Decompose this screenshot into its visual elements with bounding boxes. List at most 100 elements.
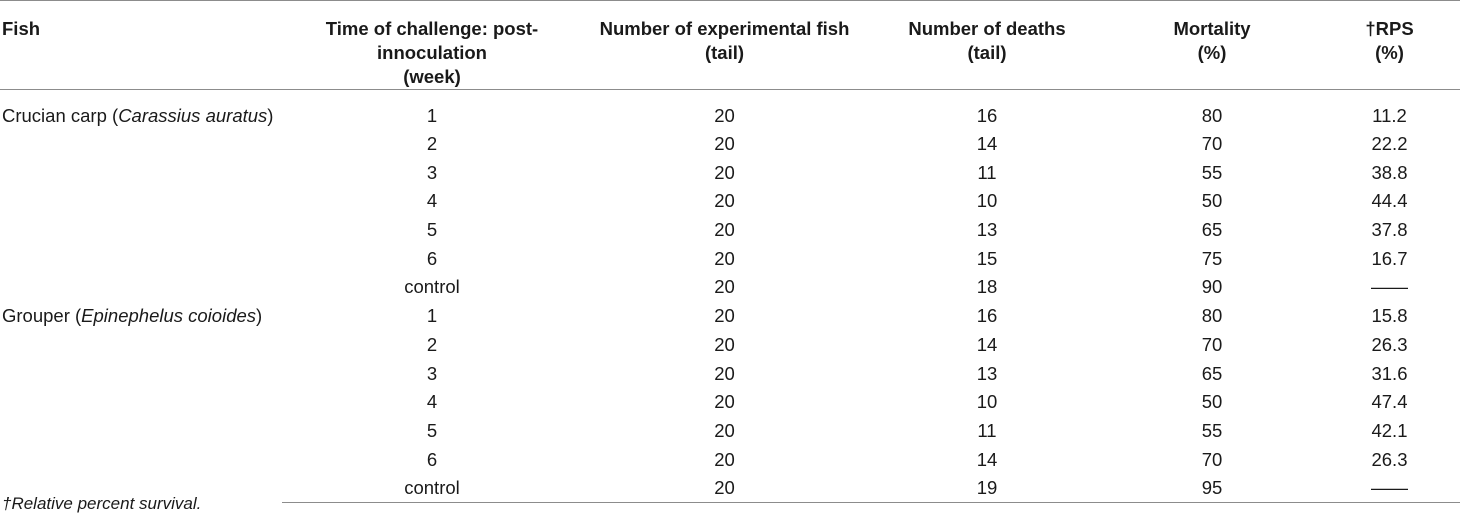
cell-deaths: 19	[867, 474, 1107, 504]
header-deaths-line1: Number of deaths	[908, 18, 1066, 39]
table-row: 2 20 14 70 26.3	[0, 331, 1460, 360]
header-rps-line2: (%)	[1375, 42, 1404, 63]
table-row: 6 20 15 75 16.7	[0, 245, 1460, 274]
header-rps-line1: †RPS	[1365, 18, 1414, 39]
cell-deaths: 14	[976, 333, 998, 355]
header-rps: †RPS (%)	[1317, 0, 1460, 90]
header-mortality-line2: (%)	[1197, 42, 1227, 63]
cell-time: 1	[426, 305, 438, 327]
cell-mortality: 70	[1201, 448, 1223, 470]
header-mortality-line1: Mortality	[1173, 18, 1251, 39]
cell-time: 5	[426, 419, 438, 441]
cell-experimental-fish: 20	[714, 333, 735, 355]
header-experimental-fish: Number of experimental fish (tail)	[582, 0, 867, 90]
header-time-of-challenge: Time of challenge: post-innoculation (we…	[282, 0, 582, 90]
cell-deaths: 16	[976, 105, 998, 126]
cell-rps: 26.3	[1371, 448, 1408, 470]
cell-rps: ——	[1317, 474, 1460, 504]
table-header: Fish Time of challenge: post-innoculatio…	[0, 0, 1460, 90]
fish-challenge-table: Fish Time of challenge: post-innoculatio…	[0, 0, 1460, 504]
header-deaths: Number of deaths (tail)	[867, 0, 1107, 90]
table-body: Crucian carp (Carassius auratus) 1 20 16 80 1…	[0, 90, 1460, 504]
cell-deaths: 11	[977, 161, 997, 183]
header-experimental-line2: (tail)	[704, 42, 745, 63]
table-row: control 20 19 95 ——	[0, 474, 1460, 504]
table-row: Grouper (Epinephelus coioides) 1 20 16 80 15.…	[0, 302, 1460, 331]
data-table-container: Fish Time of challenge: post-innoculatio…	[0, 0, 1460, 504]
cell-deaths: 15	[976, 247, 998, 269]
cell-time: 4	[426, 391, 438, 413]
cell-rps: 26.3	[1371, 333, 1408, 355]
cell-experimental-fish: 20	[714, 219, 735, 241]
table-row: 4 20 10 50 44.4	[0, 187, 1460, 216]
header-deaths-line2: (tail)	[967, 42, 1007, 63]
cell-mortality: 75	[1201, 247, 1223, 269]
cell-experimental-fish: 20	[714, 161, 735, 183]
cell-mortality: 95	[1107, 474, 1317, 504]
cell-experimental-fish: 20	[714, 190, 735, 212]
fish-name-suffix: )	[267, 105, 274, 126]
cell-deaths: 14	[976, 448, 998, 470]
cell-mortality: 90	[1201, 276, 1223, 298]
cell-time: 2	[426, 333, 438, 355]
cell-mortality: 80	[1201, 305, 1223, 327]
cell-mortality: 65	[1201, 362, 1223, 384]
cell-deaths: 18	[976, 276, 998, 298]
cell-deaths: 16	[976, 305, 998, 327]
fish-scientific-name: Epinephelus coioides	[81, 305, 257, 327]
cell-time: 6	[426, 247, 438, 269]
cell-mortality: 80	[1201, 105, 1223, 126]
cell-mortality: 50	[1201, 391, 1223, 413]
cell-time: 4	[426, 190, 438, 212]
fish-name-suffix: )	[256, 305, 263, 327]
cell-rps: 38.8	[1371, 161, 1408, 183]
header-time-line2: (week)	[403, 66, 461, 87]
cell-deaths: 13	[976, 362, 998, 384]
cell-rps: 15.8	[1371, 305, 1408, 327]
cell-experimental-fish: 20	[714, 133, 735, 154]
cell-rps: 37.8	[1371, 219, 1408, 241]
table-row: Crucian carp (Carassius auratus) 1 20 16 80 1…	[0, 90, 1460, 131]
table-row: 4 20 10 50 47.4	[0, 388, 1460, 417]
header-fish: Fish	[0, 0, 282, 90]
header-fish-label: Fish	[2, 18, 41, 39]
table-row: 3 20 11 55 38.8	[0, 159, 1460, 188]
table-row: 2 20 14 70 22.2	[0, 130, 1460, 159]
fish-scientific-name: Carassius auratus	[118, 105, 268, 126]
fish-common-name: Grouper (	[2, 305, 82, 327]
cell-time: control	[404, 276, 460, 298]
footnote: †Relative percent survival.	[2, 494, 202, 513]
cell-experimental-fish: 20	[714, 105, 735, 126]
header-time-line1: Time of challenge: post-innoculation	[325, 18, 539, 63]
cell-rps: 22.2	[1371, 133, 1408, 154]
cell-rps: 42.1	[1371, 419, 1408, 441]
cell-time: 1	[426, 105, 438, 126]
cell-mortality: 70	[1201, 133, 1223, 154]
cell-deaths: 11	[977, 419, 997, 441]
cell-experimental-fish: 20	[714, 276, 735, 298]
cell-mortality: 65	[1201, 219, 1223, 241]
header-row: Fish Time of challenge: post-innoculatio…	[0, 0, 1460, 90]
cell-experimental-fish: 20	[714, 391, 735, 413]
cell-deaths: 10	[976, 190, 998, 212]
cell-deaths: 14	[976, 133, 998, 154]
fish-name: Crucian carp (Carassius auratus)	[2, 102, 282, 130]
cell-rps: 47.4	[1371, 391, 1408, 413]
cell-mortality: 70	[1201, 333, 1223, 355]
table-row: 5 20 11 55 42.1	[0, 417, 1460, 446]
cell-deaths: 10	[976, 391, 998, 413]
cell-time: 5	[426, 219, 438, 241]
table-row: 3 20 13 65 31.6	[0, 360, 1460, 389]
cell-experimental-fish: 20	[714, 362, 735, 384]
cell-experimental-fish: 20	[714, 448, 735, 470]
cell-time: control	[282, 474, 582, 504]
cell-time: 3	[426, 362, 438, 384]
fish-name: Grouper (Epinephelus coioides)	[2, 302, 282, 330]
cell-time: 6	[426, 448, 438, 470]
cell-fish: Grouper (Epinephelus coioides)	[0, 302, 282, 503]
cell-rps: 44.4	[1371, 190, 1408, 212]
header-mortality: Mortality (%)	[1107, 0, 1317, 90]
cell-rps: ——	[1371, 276, 1408, 298]
cell-time: 3	[426, 161, 438, 183]
cell-mortality: 55	[1201, 419, 1223, 441]
